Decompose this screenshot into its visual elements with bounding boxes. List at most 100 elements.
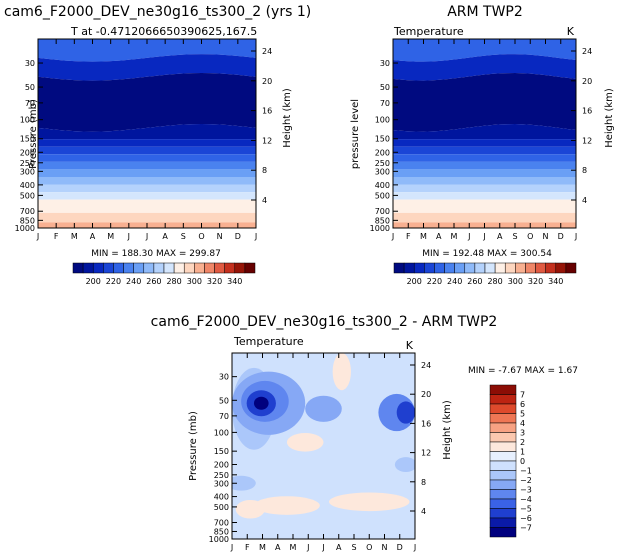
x-tick-label: O: [527, 232, 533, 241]
y-tick-label: 50: [25, 83, 35, 92]
contour-band: [38, 169, 256, 177]
colorbar-swatch: [103, 262, 114, 274]
colorbar-swatch: [489, 384, 517, 395]
colorbar-label: 300: [187, 277, 202, 286]
colorbar-swatch: [484, 262, 496, 274]
panel-diff-ylabel-right: Height (km): [442, 400, 453, 460]
colorbar-label: 200: [86, 277, 101, 286]
y-tick-label: 400: [375, 181, 390, 190]
x-tick-label: M: [290, 543, 297, 552]
x-tick-label: A: [436, 232, 442, 241]
colorbar-label: 220: [106, 277, 121, 286]
x-tick-label: J: [482, 232, 485, 241]
x-tick-label: J: [391, 232, 394, 241]
contour-blob: [332, 353, 351, 391]
panel-diff-field: [232, 353, 415, 539]
colorbar-swatch: [234, 262, 246, 274]
contour-band: [38, 73, 256, 132]
colorbar-label: 3: [520, 429, 525, 438]
colorbar-swatch: [525, 262, 536, 274]
y-tick-label: 700: [375, 207, 390, 216]
colorbar-swatch: [494, 262, 506, 274]
colorbar-swatch: [153, 262, 165, 274]
colorbar-swatch: [535, 262, 546, 274]
x-tick-label: S: [351, 543, 356, 552]
colorbar-swatch: [464, 262, 476, 274]
x-tick-label: D: [397, 543, 403, 552]
colorbar-label: 320: [207, 277, 222, 286]
x-tick-label: O: [366, 543, 372, 552]
panel-obs: ARM TWP2 Temperature K J F M A M J J A S O N D J3050…: [350, 4, 615, 286]
y-right-tick-label: 12: [262, 136, 272, 145]
colorbar-swatch: [489, 527, 517, 538]
panel-model-ylabel: Pressure (mb): [28, 99, 39, 169]
y-tick-label: 100: [214, 428, 229, 437]
x-tick-label: J: [574, 232, 577, 241]
panel-diff-ylabel: Pressure (mb): [188, 411, 199, 481]
colorbar-swatch: [163, 262, 175, 274]
y-tick-label: 250: [214, 471, 229, 480]
x-tick-label: J: [306, 543, 309, 552]
colorbar-label: −7: [520, 524, 532, 533]
x-tick-label: M: [451, 232, 458, 241]
y-right-tick-label: 24: [421, 361, 431, 370]
x-tick-label: S: [181, 232, 186, 241]
panel-diff-stats: MIN = -7.67 MAX = 1.67: [468, 366, 578, 376]
y-tick-label: 300: [375, 167, 390, 176]
x-tick-label: N: [382, 543, 388, 552]
contour-band: [393, 199, 576, 213]
contour-band: [38, 192, 256, 200]
colorbar-swatch: [113, 262, 124, 274]
colorbar-label: −1: [520, 467, 532, 476]
contour-band: [393, 176, 576, 185]
x-tick-label: A: [90, 232, 96, 241]
y-right-tick-label: 4: [262, 196, 267, 205]
x-tick-label: A: [497, 232, 503, 241]
y-tick-label: 150: [20, 135, 35, 144]
colorbar-label: −3: [520, 486, 532, 495]
contour-blob: [286, 432, 324, 452]
colorbar-label: 5: [520, 410, 525, 419]
y-tick-label: 100: [375, 116, 390, 125]
y-tick-label: 400: [214, 493, 229, 502]
colorbar-swatch: [474, 262, 486, 274]
y-tick-label: 700: [20, 207, 35, 216]
panel-obs-field: [393, 39, 576, 228]
y-right-tick-label: 16: [582, 107, 592, 116]
contour-band: [393, 212, 576, 223]
colorbar-swatch: [123, 262, 134, 274]
contour-band: [393, 39, 576, 62]
y-tick-label: 500: [375, 191, 390, 200]
colorbar-swatch: [504, 262, 516, 274]
colorbar-swatch: [444, 262, 455, 274]
contour-band: [38, 212, 256, 223]
panel-diff-ticks: J F M A M J J A S O N D J305070100150200250300400500…: [209, 353, 431, 552]
y-right-tick-label: 16: [421, 419, 431, 428]
x-tick-label: F: [406, 232, 411, 241]
y-tick-label: 500: [214, 503, 229, 512]
colorbar-label: 280: [166, 277, 181, 286]
contour-band: [393, 146, 576, 155]
panel-model-title: cam6_F2000_DEV_ne30g16_ts300_2 (yrs 1): [4, 4, 311, 20]
x-tick-label: A: [275, 543, 281, 552]
x-tick-label: N: [217, 232, 223, 241]
colorbar-label: 340: [227, 277, 242, 286]
panel-diff-subtitle: Temperature: [233, 335, 304, 348]
y-tick-label: 100: [20, 116, 35, 125]
colorbar-swatch: [489, 517, 517, 528]
x-tick-label: J: [230, 543, 233, 552]
y-tick-label: 200: [214, 460, 229, 469]
colorbar-label: 4: [520, 419, 525, 428]
x-tick-label: F: [54, 232, 59, 241]
colorbar-swatch: [194, 262, 205, 274]
colorbar-swatch: [424, 262, 435, 274]
y-tick-label: 300: [214, 479, 229, 488]
contour-band: [393, 54, 576, 81]
contour-band: [38, 176, 256, 185]
contour-band: [38, 154, 256, 162]
colorbar-swatch: [489, 413, 517, 424]
x-tick-label: N: [543, 232, 549, 241]
x-tick-label: M: [71, 232, 78, 241]
